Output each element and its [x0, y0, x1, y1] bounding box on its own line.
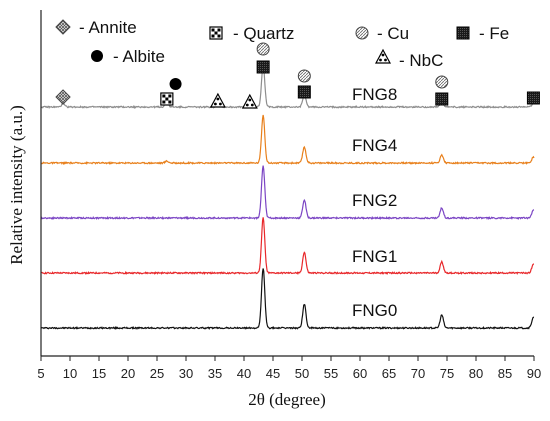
x-tick-label: 35 [208, 366, 222, 381]
legend-symbol-albite [91, 50, 103, 62]
phase-marker-nbc-4 [241, 93, 258, 109]
x-tick-label: 45 [266, 366, 280, 381]
x-tick-label: 5 [37, 366, 44, 381]
legend-label-albite: - Albite [113, 47, 165, 66]
series-label-fng8: FNG8 [352, 85, 397, 104]
phase-marker-cu-7 [297, 69, 311, 83]
x-tick-label: 80 [469, 366, 483, 381]
legend-label-cu: - Cu [377, 24, 409, 43]
legend-symbol-annite [55, 19, 71, 35]
x-tick-label: 90 [527, 366, 541, 381]
legend-symbol-quartz [209, 26, 223, 40]
x-tick-label: 65 [382, 366, 396, 381]
x-tick-label: 60 [353, 366, 367, 381]
x-tick-label: 15 [92, 366, 106, 381]
legend: - Annite - Albite - Quartz - Cu - NbC - Fe [55, 18, 509, 70]
phase-marker-fe-10 [435, 92, 449, 106]
series-label-fng2: FNG2 [352, 191, 397, 210]
x-tick-label: 70 [411, 366, 425, 381]
phase-marker-fe-8 [297, 85, 311, 99]
series-label-fng1: FNG1 [352, 247, 397, 266]
x-ticks: 5 10 15 20 25 30 35 40 45 50 55 60 65 70 75 80 85 90 [37, 356, 541, 381]
phase-marker-quartz-2 [160, 92, 174, 106]
x-tick-label: 25 [150, 366, 164, 381]
phase-marker-cu-9 [435, 75, 449, 89]
x-axis-title: 2θ (degree) [248, 390, 326, 409]
y-axis-title: Relative intensity (a.u.) [7, 105, 26, 265]
series-line-fng0 [40, 268, 535, 331]
legend-symbol-nbc [374, 48, 392, 64]
x-tick-label: 40 [237, 366, 251, 381]
series-label-fng4: FNG4 [352, 136, 397, 155]
series-layer: FNG0 FNG1 FNG2 FNG4 FNG8 [40, 65, 535, 331]
x-tick-label: 30 [179, 366, 193, 381]
legend-symbol-cu [355, 26, 369, 40]
phase-marker-albite-1 [169, 78, 182, 90]
series-line-fng4 [40, 114, 535, 166]
phase-marker-annite-0 [55, 89, 71, 105]
phase-marker-fe-11 [526, 91, 540, 105]
x-tick-label: 50 [295, 366, 309, 381]
legend-label-fe: - Fe [479, 24, 509, 43]
phase-marker-nbc-3 [209, 92, 226, 108]
phase-marker-cu-5 [256, 42, 270, 56]
phase-marker-fe-6 [256, 60, 270, 74]
legend-label-quartz: - Quartz [233, 24, 294, 43]
series-label-fng0: FNG0 [352, 301, 397, 320]
x-tick-label: 10 [63, 366, 77, 381]
x-tick-label: 55 [324, 366, 338, 381]
series-line-fng1 [40, 217, 535, 276]
legend-label-nbc: - NbC [399, 51, 443, 70]
x-tick-label: 20 [121, 366, 135, 381]
phase-markers [55, 42, 540, 109]
legend-label-annite: - Annite [79, 18, 137, 37]
series-line-fng8 [40, 65, 535, 110]
x-tick-label: 85 [498, 366, 512, 381]
series-line-fng2 [40, 165, 535, 221]
legend-symbol-fe [456, 26, 470, 40]
x-tick-label: 75 [440, 366, 454, 381]
